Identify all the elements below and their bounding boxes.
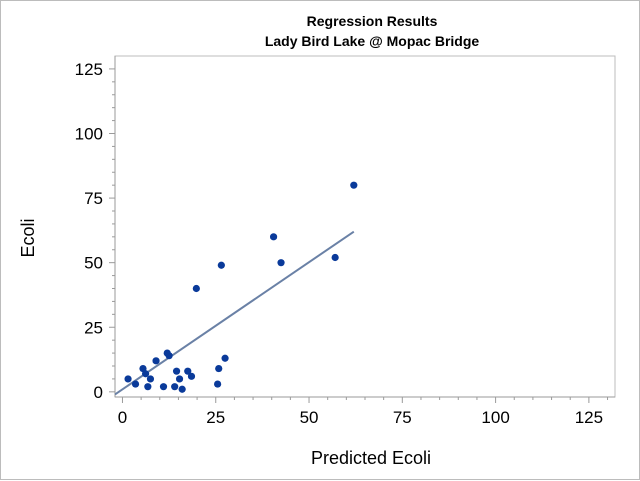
y-tick-label: 100 bbox=[75, 125, 103, 144]
scatter-point bbox=[277, 259, 285, 267]
scatter-point bbox=[331, 253, 339, 262]
scatter-point bbox=[146, 375, 155, 383]
x-tick-label: 50 bbox=[300, 408, 319, 427]
chart-title: Regression Results bbox=[307, 13, 438, 29]
y-tick-label: 125 bbox=[75, 60, 103, 79]
x-tick-label: 100 bbox=[481, 408, 509, 427]
scatter-point bbox=[215, 364, 223, 373]
y-tick-label: 50 bbox=[84, 254, 103, 273]
scatter-point bbox=[217, 261, 225, 269]
x-tick-label: 0 bbox=[118, 408, 127, 427]
x-tick-label: 25 bbox=[206, 408, 225, 427]
y-tick-label: 25 bbox=[84, 318, 103, 337]
scatter-point bbox=[131, 380, 140, 388]
scatter-point bbox=[187, 372, 196, 380]
y-axis-label: Ecoli bbox=[18, 218, 38, 257]
scatter-point bbox=[178, 385, 186, 393]
scatter-point bbox=[221, 354, 229, 362]
scatter-point bbox=[171, 383, 179, 391]
scatter-point bbox=[269, 233, 278, 241]
scatter-point bbox=[184, 367, 192, 375]
chart-subtitle: Lady Bird Lake @ Mopac Bridge bbox=[265, 33, 480, 49]
scatter-point bbox=[175, 375, 184, 383]
x-tick-label: 125 bbox=[575, 408, 603, 427]
scatter-point bbox=[172, 367, 181, 375]
plot-border bbox=[114, 55, 616, 398]
scatter-point bbox=[144, 383, 152, 391]
scatter-point bbox=[141, 370, 150, 378]
scatter-point bbox=[192, 284, 200, 293]
scatter-point bbox=[165, 352, 173, 360]
y-tick-label: 0 bbox=[94, 383, 103, 402]
x-axis-label: Predicted Ecoli bbox=[311, 448, 431, 468]
y-tick-label: 75 bbox=[84, 189, 103, 208]
scatter-point bbox=[152, 357, 160, 365]
x-tick-label: 75 bbox=[393, 408, 412, 427]
plot-area: 0 25 50 75 100 125 0 25 50 75 100 125 bbox=[75, 55, 616, 427]
scatter-point bbox=[159, 383, 168, 391]
scatter-point bbox=[214, 380, 222, 388]
scatter-point bbox=[350, 181, 358, 189]
scatter-point bbox=[124, 375, 132, 383]
regression-fit-line bbox=[114, 230, 355, 396]
